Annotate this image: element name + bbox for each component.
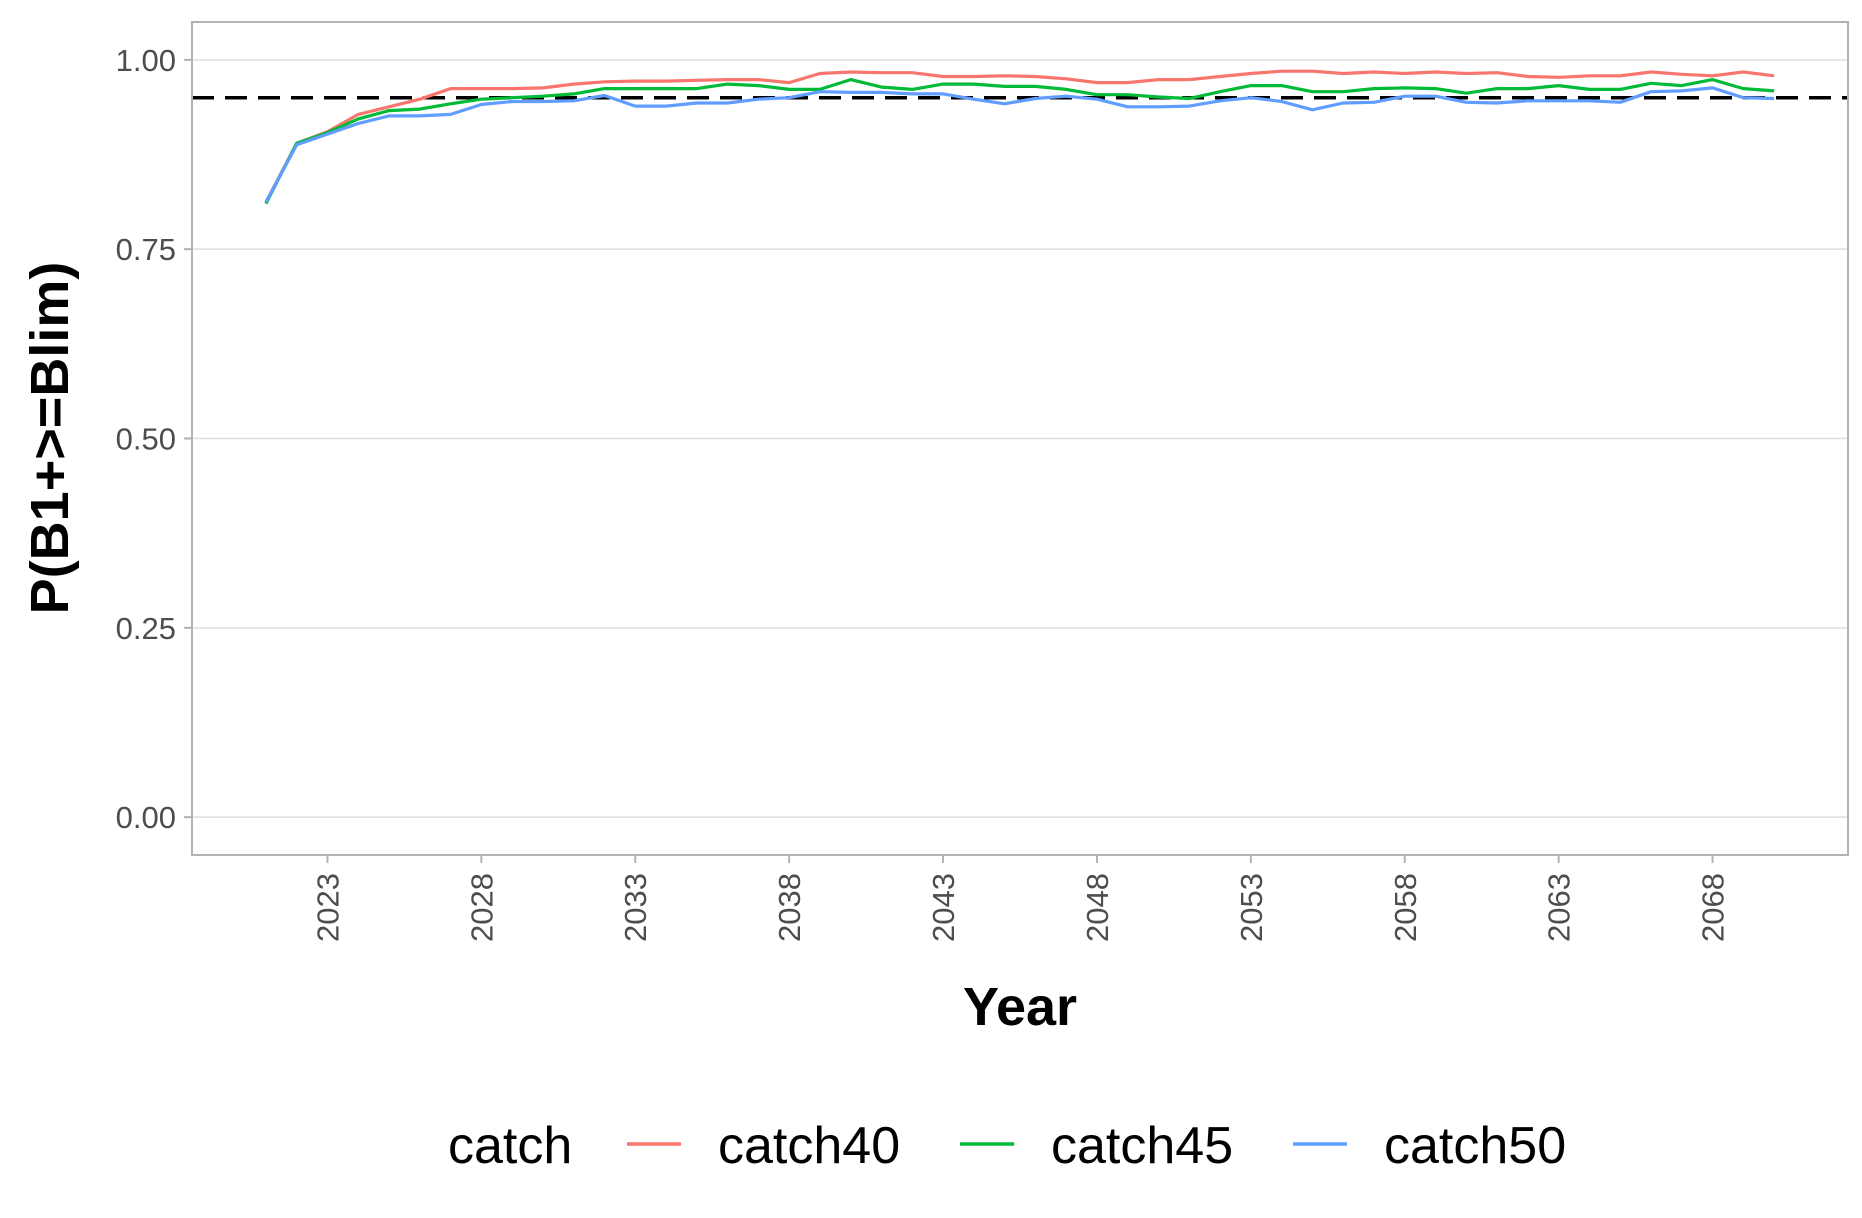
x-axis-ticks: 2023 2028 2033 2038 2043 2048 2053 2058 2063 2068 — [310, 855, 1731, 942]
gridlines — [192, 59, 1848, 818]
legend-title: catch — [448, 1117, 572, 1175]
series-line-catch40 — [264, 69, 1775, 203]
y-tick-label: 0.00 — [116, 800, 176, 835]
legend-label-catch45: catch45 — [1051, 1117, 1233, 1175]
x-tick-label: 2023 — [310, 873, 345, 942]
series-line-catch45 — [264, 77, 1775, 205]
x-tick-label: 2038 — [772, 873, 807, 942]
x-tick-label: 2048 — [1080, 873, 1115, 942]
x-tick-label: 2063 — [1542, 873, 1577, 942]
x-tick-label: 2033 — [618, 873, 653, 942]
x-tick-label: 2028 — [464, 873, 499, 942]
y-tick-label: 0.50 — [116, 422, 176, 457]
series-lines — [264, 69, 1775, 205]
x-tick-label: 2068 — [1696, 873, 1731, 942]
x-tick-label: 2053 — [1234, 873, 1269, 942]
legend-label-catch50: catch50 — [1384, 1117, 1566, 1175]
y-tick-label: 0.75 — [116, 232, 176, 267]
y-tick-label: 0.25 — [116, 611, 176, 646]
y-axis-ticks: 0.00 0.25 0.50 0.75 1.00 — [116, 43, 192, 835]
x-tick-label: 2058 — [1388, 873, 1423, 942]
legend-label-catch40: catch40 — [718, 1117, 900, 1175]
series-line-catch50 — [264, 86, 1775, 203]
x-axis-title: Year — [963, 977, 1077, 1037]
y-tick-label: 1.00 — [116, 43, 176, 78]
legend: catch catch40 catch45 catch50 — [448, 1117, 1566, 1175]
y-axis-title: P(B1+>=Blim) — [20, 262, 80, 615]
x-tick-label: 2043 — [926, 873, 961, 942]
